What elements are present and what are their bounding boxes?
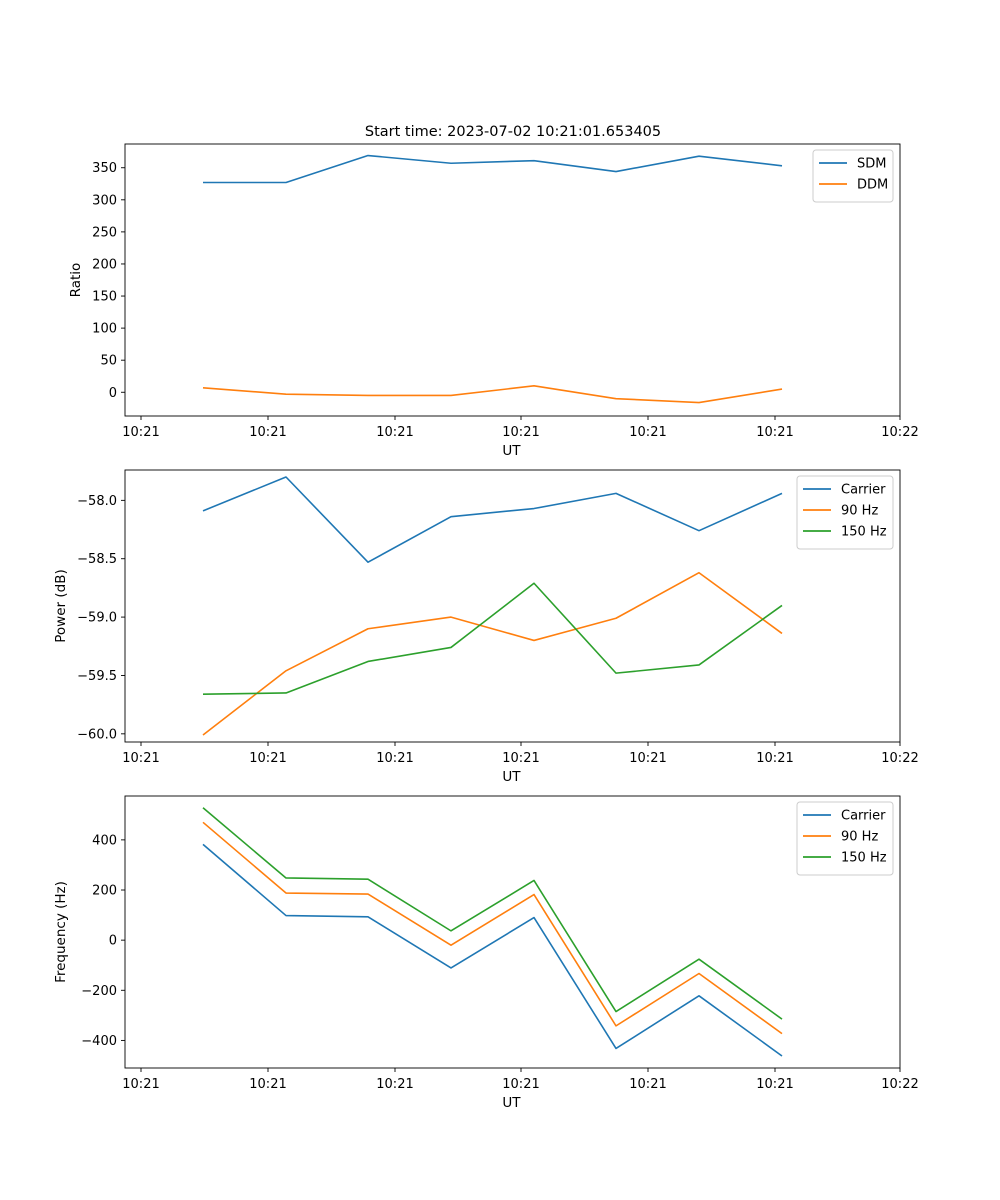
y-tick-label: 50 [100,354,117,369]
y-tick-label: 200 [92,884,117,899]
x-tick-label: 10:21 [376,751,413,766]
chart-panel-2: 10:21 10:21 10:21 10:21 10:21 10:21 10:22 −60.0… [53,469,919,785]
x-axis-label: UT [502,1095,521,1111]
axes-frame [124,469,901,743]
x-tick-label: 10:21 [122,1077,159,1092]
y-axis-label: Power (dB) [53,569,69,642]
series-line-90-hz [202,571,783,736]
y-tick-label: 400 [92,833,117,848]
y-tick-label: 0 [109,386,117,401]
x-tick-label: 10:21 [502,751,539,766]
y-tick-label: 100 [92,322,117,337]
x-tick-label: 10:21 [249,1077,286,1092]
axes-frame [124,143,901,417]
y-tick-label: 250 [92,225,117,240]
x-tick-label: 10:21 [629,425,666,440]
y-axis-label: Ratio [68,263,84,298]
legend-label: 150 Hz [841,851,887,866]
y-axis-label: Frequency (Hz) [53,881,69,983]
x-tick-label: 10:21 [122,425,159,440]
x-axis-label: UT [502,443,521,459]
y-tick-label: −59.5 [77,669,117,684]
x-tick-label: 10:22 [881,751,918,766]
x-tick-label: 10:21 [249,751,286,766]
y-tick-label: −58.0 [77,494,117,509]
y-tick-label: −58.5 [77,552,117,567]
x-tick-label: 10:21 [629,751,666,766]
y-tick-label: 200 [92,257,117,272]
legend-label: DDM [857,178,888,193]
series-line-carrier [202,843,783,1057]
y-tick-label: −59.0 [77,611,117,626]
x-tick-label: 10:21 [249,425,286,440]
legend-label: Carrier [841,809,886,824]
x-tick-label: 10:21 [376,425,413,440]
y-tick-label: −60.0 [77,727,117,742]
x-tick-label: 10:21 [629,1077,666,1092]
legend: Carrier 90 Hz 150 Hz [796,475,894,550]
legend-label: 150 Hz [841,525,887,540]
x-tick-label: 10:21 [376,1077,413,1092]
y-tick-label: −200 [81,984,117,999]
y-tick-label: −400 [81,1034,117,1049]
legend: SDM DDM [812,149,894,203]
series-line-90-hz [202,821,783,1035]
series-line-carrier [202,476,783,564]
x-tick-label: 10:21 [122,751,159,766]
legend: Carrier 90 Hz 150 Hz [796,801,894,876]
x-tick-label: 10:22 [881,1077,918,1092]
y-tick-label: 350 [92,161,117,176]
axes-frame [124,795,901,1069]
legend-label: 90 Hz [841,830,878,845]
y-tick-label: 300 [92,193,117,208]
plot-area: 10:21 10:21 10:21 10:21 10:21 10:21 10:22 0 50 10… [53,143,919,1111]
x-tick-label: 10:22 [881,425,918,440]
x-tick-label: 10:21 [502,1077,539,1092]
x-tick-label: 10:21 [502,425,539,440]
chart-panel-1: 10:21 10:21 10:21 10:21 10:21 10:21 10:22 0 50 10… [68,143,919,459]
y-tick-label: 0 [109,934,117,949]
series-line-150-hz [202,807,783,1020]
figure-title: Start time: 2023-07-02 10:21:01.653405 [365,124,661,140]
y-tick-label: 150 [92,290,117,305]
chart-panel-3: 10:21 10:21 10:21 10:21 10:21 10:21 10:22 −400 −… [53,795,919,1111]
legend-label: Carrier [841,483,886,498]
x-tick-label: 10:21 [756,1077,793,1092]
x-axis-label: UT [502,769,521,785]
series-line-sdm [203,154,783,184]
legend-label: SDM [857,157,886,172]
x-tick-label: 10:21 [756,425,793,440]
series-line-150-hz [202,582,783,695]
legend-label: 90 Hz [841,504,878,519]
series-line-ddm [202,385,783,404]
x-tick-label: 10:21 [756,751,793,766]
